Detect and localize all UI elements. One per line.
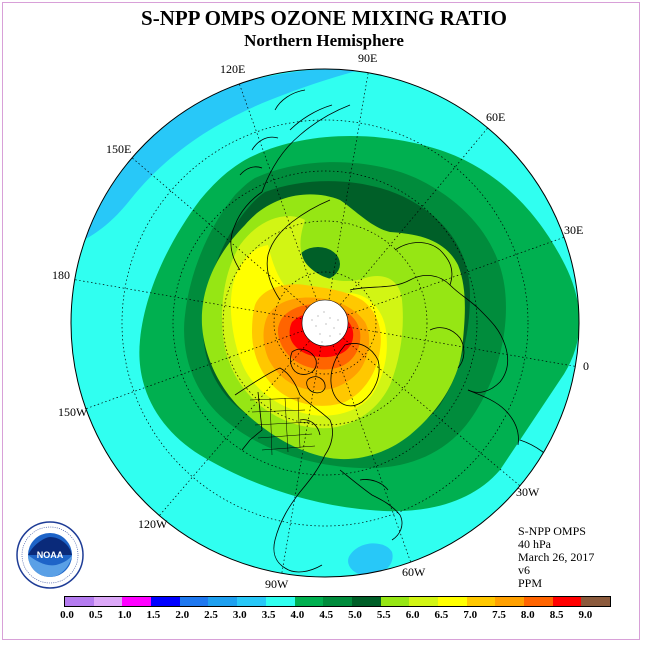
colorbar-swatch — [65, 597, 94, 606]
longitude-label-90e: 90E — [358, 51, 378, 65]
north-america-coastline — [234, 367, 333, 573]
chart-title: S-NPP OMPS OZONE MIXING RATIO — [141, 6, 507, 30]
colorbar-swatch — [151, 597, 180, 606]
colorbar-swatch — [581, 597, 611, 606]
colorbar-tick-label: 6.5 — [434, 609, 449, 621]
japan-coastline — [239, 136, 279, 176]
polar-cap-stipple — [311, 311, 341, 343]
product-info: S-NPP OMPS 40 hPa March 26, 2017 v6 PPM — [518, 525, 594, 590]
colorbar-swatch — [294, 597, 324, 606]
colorbar-swatch — [437, 597, 467, 606]
colorbar-tick-label: 4.5 — [319, 609, 334, 621]
colorbar-tick-label: 2.5 — [204, 609, 218, 621]
colorbar-tick-label: 8.0 — [520, 609, 535, 621]
colorbar-tick-label: 2.0 — [175, 609, 190, 621]
colorbar — [64, 596, 612, 607]
colorbar-tick-label: 4.0 — [290, 609, 305, 621]
colorbar-tick-label: 3.5 — [261, 609, 276, 621]
longitude-label-30w: 30W — [516, 485, 540, 499]
longitude-label-150w: 150W — [58, 405, 88, 419]
instrument-label: S-NPP OMPS — [518, 524, 586, 538]
colorbar-tick-label: 9.0 — [578, 609, 593, 621]
colorbar-tick-label: 0.5 — [88, 609, 103, 621]
asia-coastline — [261, 89, 351, 193]
longitude-label-30e: 30E — [564, 223, 584, 237]
longitude-label-60e: 60E — [486, 110, 506, 124]
colorbar-tick-label: 6.0 — [405, 609, 420, 621]
colorbar-tick-label: 8.5 — [549, 609, 564, 621]
colorbar-swatch — [351, 597, 381, 606]
longitude-label-120e: 120E — [220, 62, 246, 76]
ozone-contour-3.0 — [348, 543, 393, 576]
colorbar-swatch — [265, 597, 295, 606]
noaa-logo-text: NOAA — [37, 550, 64, 560]
longitude-label-0: 0 — [583, 359, 589, 373]
colorbar-ticks: 0.0 0.5 1.0 1.5 2.0 2.5 3.0 3.5 4.0 4.5 5.0 5.5 6.0 6… — [0, 609, 648, 623]
colorbar-tick-label: 1.5 — [146, 609, 161, 621]
longitude-label-60w: 60W — [402, 565, 426, 579]
longitude-label-120w: 120W — [138, 517, 168, 531]
date-label: March 26, 2017 — [518, 550, 595, 564]
colorbar-swatch — [93, 597, 123, 606]
colorbar-swatch — [208, 597, 238, 606]
us-states-grid — [249, 397, 316, 456]
longitude-label-150e: 150E — [106, 142, 132, 156]
longitude-label-90w: 90W — [265, 577, 289, 591]
central-america-coastline — [339, 469, 403, 541]
colorbar-swatch — [409, 597, 438, 606]
longitude-label-180: 180 — [52, 268, 70, 282]
polar-no-data-cap — [301, 299, 349, 347]
pressure-level-label: 40 hPa — [518, 537, 551, 551]
chart-subtitle: Northern Hemisphere — [244, 31, 404, 50]
colorbar-swatch — [380, 597, 410, 606]
europe-coastline — [429, 327, 519, 446]
eurasia-coastline — [230, 191, 509, 393]
colorbar-tick-label: 7.5 — [492, 609, 506, 621]
colorbar-swatch — [237, 597, 266, 606]
colorbar-swatch — [323, 597, 352, 606]
colorbar-swatch — [552, 597, 582, 606]
arctic-islands-coastline — [290, 348, 326, 394]
colorbar-tick-label: 5.5 — [376, 609, 391, 621]
figure-frame — [2, 2, 640, 640]
greenland-coastline — [330, 343, 380, 407]
colorbar-tick-label: 0.0 — [60, 609, 74, 621]
map-border — [70, 68, 580, 578]
colorbar-tick-label: 7.0 — [463, 609, 478, 621]
colorbar-swatch — [524, 597, 553, 606]
colorbar-swatch — [466, 597, 496, 606]
colorbar-swatch — [122, 597, 152, 606]
colorbar-tick-label: 3.0 — [232, 609, 247, 621]
colorbar-tick-label: 5.0 — [348, 609, 362, 621]
colorbar-swatch — [179, 597, 209, 606]
colorbar-tick-label: 1.0 — [117, 609, 132, 621]
colorbar-swatch — [495, 597, 524, 606]
units-label: PPM — [518, 576, 543, 590]
version-label: v6 — [518, 563, 530, 577]
noaa-logo: NOAA — [16, 521, 84, 589]
